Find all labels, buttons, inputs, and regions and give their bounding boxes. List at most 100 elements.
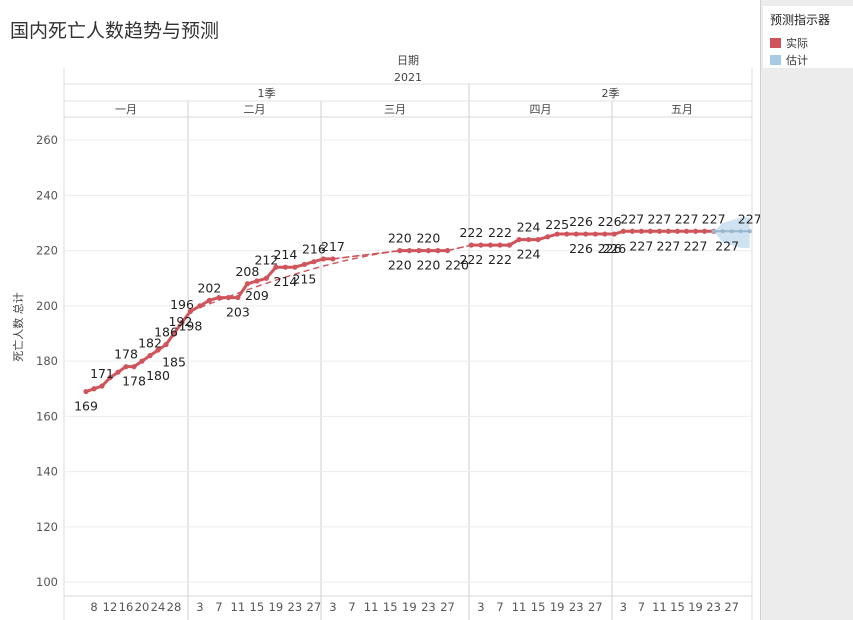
x-tick-label: 12	[103, 600, 118, 614]
data-label: 227	[629, 238, 653, 253]
actual-point	[574, 231, 579, 236]
x-axis-title: 日期	[397, 54, 419, 67]
estimate-point	[712, 229, 716, 233]
data-label: 214	[273, 247, 297, 262]
month-label-3: 四月	[530, 103, 552, 116]
actual-point	[416, 248, 421, 253]
x-tick-label: 23	[421, 600, 436, 614]
y-tick-label: 100	[36, 575, 58, 589]
data-label: 196	[170, 297, 194, 312]
y-tick-label: 220	[36, 244, 58, 258]
y-tick-label: 180	[36, 354, 58, 368]
data-label: 222	[459, 225, 483, 240]
worksheet: 国内死亡人数趋势与预测 日期 2021 1季 2季 一月 8 12 16 20 24 28 二月 3 7 1…	[0, 0, 761, 620]
y-axis-title: 死亡人数 总计	[11, 292, 25, 362]
data-label: 227	[657, 238, 681, 253]
actual-point	[407, 248, 412, 253]
month-label-1: 二月	[244, 103, 266, 116]
legend-label-estimate: 估计	[786, 52, 808, 68]
actual-point	[630, 229, 635, 234]
actual-point	[99, 383, 104, 388]
x-tick-label: 19	[269, 600, 284, 614]
actual-point	[330, 256, 335, 261]
data-label: 171	[90, 366, 114, 381]
actual-point	[445, 248, 450, 253]
month-label-4: 五月	[671, 103, 693, 116]
y-tick-label: 260	[36, 133, 58, 147]
actual-point	[648, 229, 653, 234]
estimate-point	[739, 229, 743, 233]
legend-label-actual: 实际	[786, 35, 808, 51]
x-tick-label: 15	[250, 600, 265, 614]
year-label: 2021	[394, 71, 422, 84]
actual-point	[426, 248, 431, 253]
x-tick-label: 7	[215, 600, 222, 614]
actual-point	[115, 370, 120, 375]
actual-point	[264, 276, 269, 281]
y-tick-label: 160	[36, 409, 58, 423]
x-tick-label: 11	[512, 600, 527, 614]
x-tick-label: 27	[724, 600, 739, 614]
data-label: 180	[146, 368, 170, 383]
actual-point	[488, 242, 493, 247]
actual-point	[497, 242, 502, 247]
y-tick-label: 120	[36, 520, 58, 534]
x-tick-label: 7	[496, 600, 503, 614]
actual-point	[507, 242, 512, 247]
estimate-point	[730, 229, 734, 233]
actual-point	[216, 295, 221, 300]
actual-line-gap-segment	[448, 245, 472, 251]
quarter-label-0: 1季	[258, 87, 276, 100]
data-label: 227	[620, 211, 644, 226]
x-tick-label: 3	[196, 600, 203, 614]
x-tick-label: 27	[307, 600, 322, 614]
legend-title: 预测指示器	[770, 11, 830, 28]
data-label: 198	[178, 318, 202, 333]
x-tick-label: 3	[620, 600, 627, 614]
x-tick-label: 23	[569, 600, 584, 614]
actual-point	[302, 262, 307, 267]
actual-point	[235, 295, 240, 300]
x-tick-label: 11	[652, 600, 667, 614]
x-tick-label: 15	[531, 600, 546, 614]
actual-point	[311, 259, 316, 264]
actual-point	[536, 237, 541, 242]
y-tick-label: 140	[36, 465, 58, 479]
actual-point	[564, 231, 569, 236]
actual-point	[131, 364, 136, 369]
actual-point	[639, 229, 644, 234]
actual-point	[516, 237, 521, 242]
data-label: 203	[226, 305, 250, 320]
actual-point	[657, 229, 662, 234]
actual-point	[555, 231, 560, 236]
data-label: 224	[517, 220, 541, 235]
x-tick-label: 23	[706, 600, 721, 614]
x-tick-label: 3	[329, 600, 336, 614]
data-label: 222	[459, 252, 483, 267]
data-label: 222	[488, 252, 512, 267]
data-label: 220	[416, 258, 440, 273]
actual-point	[207, 298, 212, 303]
data-label: 222	[488, 225, 512, 240]
data-label: 215	[292, 271, 316, 286]
x-tick-label: 27	[588, 600, 603, 614]
data-label: 225	[545, 217, 569, 232]
actual-point	[478, 242, 483, 247]
x-tick-label: 24	[151, 600, 166, 614]
actual-point	[612, 231, 617, 236]
actual-point	[666, 229, 671, 234]
x-tick-label: 7	[348, 600, 355, 614]
actual-point	[226, 295, 231, 300]
actual-point	[545, 234, 550, 239]
legend-item-actual[interactable]: 实际	[770, 35, 808, 51]
data-label: 227	[702, 211, 726, 226]
legend-item-estimate[interactable]: 估计	[770, 52, 808, 68]
data-label: 185	[162, 354, 186, 369]
x-tick-label: 27	[440, 600, 455, 614]
actual-point	[321, 256, 326, 261]
actual-point	[163, 342, 168, 347]
x-tick-label: 8	[90, 600, 97, 614]
x-tick-label: 19	[550, 600, 565, 614]
data-label: 169	[74, 399, 98, 414]
x-tick-label: 15	[383, 600, 398, 614]
